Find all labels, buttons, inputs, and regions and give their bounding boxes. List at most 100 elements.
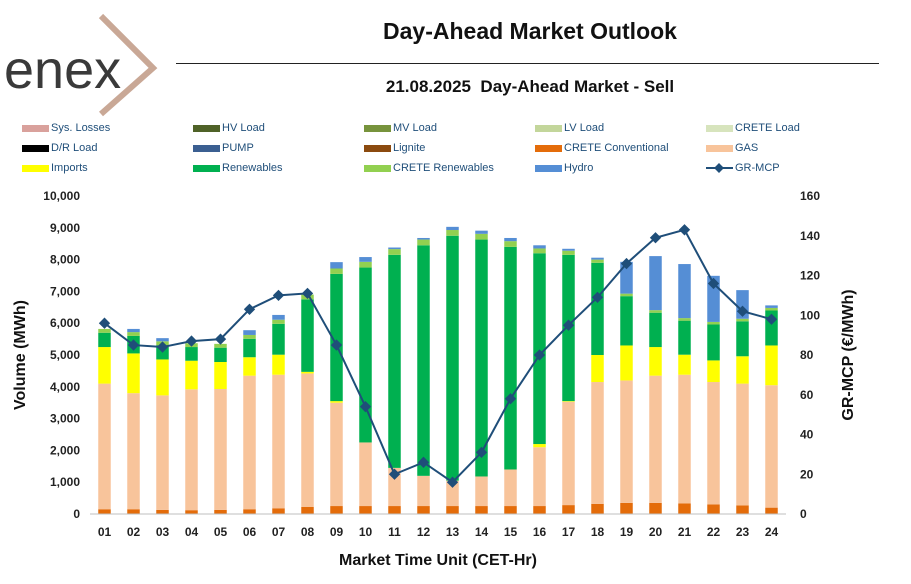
x-tick-label: 05 (214, 525, 228, 539)
bar-crete-conventional (98, 509, 111, 514)
y2-tick-label: 160 (800, 189, 820, 203)
gr-mcp-marker (301, 287, 314, 300)
bar-crete-renewables (359, 261, 372, 268)
legend-item-gr-mcp: GR-MCP (706, 160, 780, 176)
bar-hydro (649, 256, 662, 311)
legend-swatch (22, 144, 49, 152)
bar-crete-conventional (591, 503, 604, 514)
legend-swatch (364, 144, 391, 152)
bar-gas (591, 382, 604, 504)
bar-imports (678, 354, 691, 375)
legend-label: Renewables (222, 162, 283, 174)
bar-gas (417, 475, 430, 507)
bar-renewables (417, 245, 430, 476)
bar-crete-conventional (301, 507, 314, 514)
bar-renewables (243, 338, 256, 358)
x-tick-label: 15 (504, 525, 518, 539)
y2-tick-label: 120 (800, 269, 820, 283)
legend-item-gas: GAS (706, 140, 758, 156)
gr-mcp-marker (475, 446, 488, 459)
bar-hydro (678, 264, 691, 319)
x-axis-title: Market Time Unit (CET-Hr) (339, 552, 537, 569)
bar-crete-renewables (678, 318, 691, 321)
bar-renewables (475, 239, 488, 477)
legend-swatch (22, 124, 49, 132)
y-tick-label: 3,000 (50, 412, 80, 426)
gr-mcp-marker (533, 349, 546, 361)
bar-imports (649, 347, 662, 376)
bar-gas (533, 447, 546, 507)
y-tick-label: 9,000 (50, 221, 80, 235)
bar-hydro (765, 305, 778, 308)
gr-mcp-marker (272, 289, 285, 302)
bar-crete-conventional (504, 506, 517, 514)
x-tick-label: 10 (359, 525, 373, 539)
bar-imports (533, 444, 546, 448)
y2-tick-label: 40 (800, 428, 814, 442)
bar-renewables (649, 312, 662, 348)
bar-gas (620, 380, 633, 503)
legend-label: PUMP (222, 142, 254, 154)
gr-mcp-marker (417, 456, 430, 468)
bar-imports (591, 355, 604, 383)
legend-item-crete-renewables: CRETE Renewables (364, 160, 494, 176)
gr-mcp-marker (214, 333, 227, 345)
gr-mcp-marker (185, 335, 198, 347)
legend-label: MV Load (393, 122, 438, 134)
bar-gas (243, 375, 256, 510)
x-tick-label: 23 (736, 525, 750, 539)
bar-gas (446, 480, 459, 507)
bar-gas (330, 402, 343, 507)
bar-imports (98, 347, 111, 384)
x-tick-label: 21 (678, 525, 692, 539)
x-tick-label: 20 (649, 525, 663, 539)
bar-crete-renewables (649, 310, 662, 313)
bar-crete-conventional (765, 507, 778, 514)
bar-renewables (214, 347, 227, 362)
legend-swatch (364, 124, 391, 132)
x-tick-label: 04 (185, 525, 199, 539)
x-tick-label: 24 (765, 525, 779, 539)
bar-imports (243, 357, 256, 376)
bar-crete-renewables (736, 318, 749, 322)
bar-imports (562, 401, 575, 402)
logo-chevron (98, 13, 158, 117)
bar-gas (707, 382, 720, 505)
bar-imports (736, 356, 749, 384)
y-tick-label: 5,000 (50, 348, 80, 362)
bar-crete-conventional (649, 502, 662, 514)
bar-crete-renewables (475, 233, 488, 240)
y-tick-label: 4,000 (50, 380, 80, 394)
legend-item-hv-load: HV Load (193, 120, 265, 136)
x-tick-label: 18 (591, 525, 605, 539)
x-tick-label: 22 (707, 525, 721, 539)
bar-renewables (707, 324, 720, 361)
bar-gas (214, 389, 227, 510)
bar-crete-renewables (98, 328, 111, 333)
bar-crete-conventional (562, 505, 575, 514)
bar-gas (127, 393, 140, 510)
bar-crete-conventional (359, 506, 372, 514)
y-tick-label: 0 (73, 507, 80, 521)
legend-item-lignite: Lignite (364, 140, 425, 156)
bar-hydro (272, 314, 285, 320)
legend-swatch (535, 164, 562, 172)
gr-mcp-marker (243, 303, 256, 315)
bar-hydro (330, 262, 343, 269)
bar-crete-conventional (243, 509, 256, 514)
legend-label: HV Load (222, 122, 265, 134)
bar-crete-renewables (533, 248, 546, 254)
gr-mcp-marker (156, 341, 169, 353)
bar-hydro (620, 261, 633, 294)
x-tick-label: 06 (243, 525, 257, 539)
bar-gas (301, 373, 314, 508)
legend-swatch (193, 144, 220, 152)
y2-tick-label: 80 (800, 348, 814, 362)
gr-mcp-marker (504, 393, 517, 405)
legend-swatch (706, 124, 733, 132)
y2-tick-label: 0 (800, 507, 807, 521)
gr-mcp-marker (649, 232, 662, 244)
x-tick-label: 13 (446, 525, 460, 539)
legend-item-crete-conventional: CRETE Conventional (535, 140, 669, 156)
